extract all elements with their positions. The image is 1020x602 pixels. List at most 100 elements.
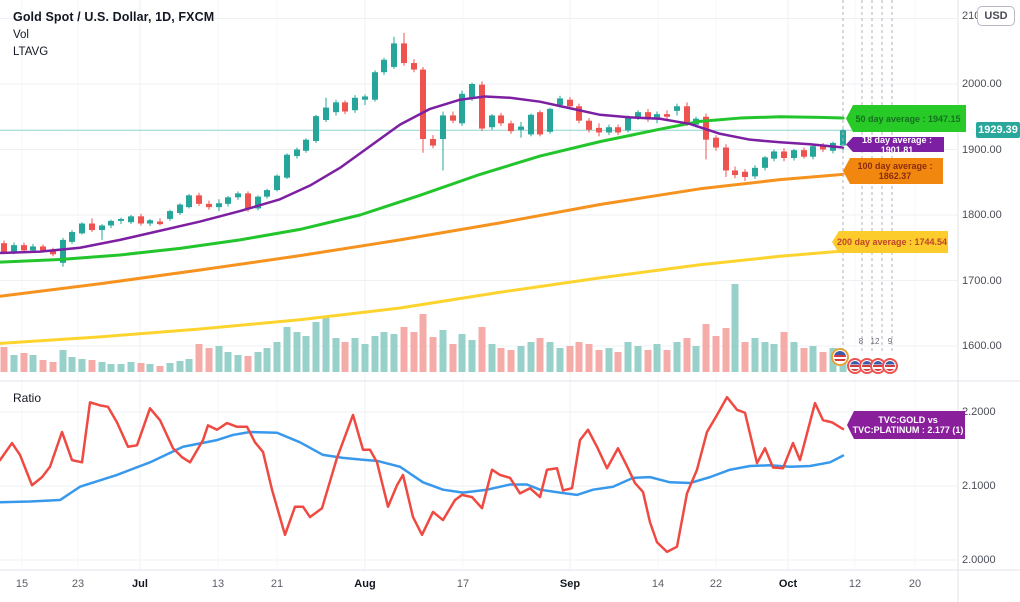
candle-body <box>723 147 729 171</box>
candle-body <box>625 117 631 131</box>
volume-bar <box>68 357 76 372</box>
volume-bar <box>566 346 574 372</box>
legend: Gold Spot / U.S. Dollar, 1D, FXCM Vol LT… <box>13 10 214 58</box>
candle-body <box>294 149 300 157</box>
us-flag-icon <box>873 361 883 371</box>
candle-body <box>401 43 407 64</box>
ma-line-18 <box>0 95 845 255</box>
time-tick-label: 23 <box>71 578 85 590</box>
volume-bar <box>614 352 622 372</box>
candle-body <box>79 223 85 234</box>
candle-body <box>157 221 163 225</box>
candle-body <box>752 167 758 177</box>
candle-body <box>586 120 592 130</box>
candle-body <box>762 157 768 168</box>
time-tick-label: 20 <box>908 578 922 590</box>
volume-bar <box>156 366 164 372</box>
volume-bar <box>166 363 174 372</box>
volume-bar <box>624 342 632 372</box>
volume-bar <box>371 336 379 372</box>
candle-body <box>284 154 290 178</box>
price-tick-label: 2000.00 <box>962 78 1002 90</box>
volume-bar <box>107 364 115 372</box>
event-count-label: 8 <box>858 337 864 346</box>
volume-bar <box>127 362 135 372</box>
volume-bar <box>751 338 759 372</box>
volume-bar <box>702 324 710 372</box>
volume-bar <box>29 355 37 372</box>
volume-bar <box>439 330 447 372</box>
candle-body <box>313 116 319 141</box>
price-tick-label: 1700.00 <box>962 274 1002 287</box>
candle-body <box>177 204 183 214</box>
volume-bar <box>263 348 271 372</box>
event-count-label: 12 <box>870 337 880 346</box>
candle-body <box>459 93 465 124</box>
candle-body <box>381 59 387 73</box>
candle-body <box>820 146 826 150</box>
volume-bar <box>653 344 661 372</box>
candle-body <box>11 245 17 253</box>
volume-bar <box>351 338 359 372</box>
candle-body <box>235 193 241 198</box>
time-tick-label: 21 <box>270 578 284 590</box>
volume-bar <box>302 336 310 372</box>
ma100-label: 100 day average : 1862.37 <box>843 158 943 184</box>
volume-bar <box>673 342 681 372</box>
volume-bar <box>322 317 330 372</box>
time-tick-label: Aug <box>354 578 376 590</box>
candle-body <box>216 203 222 208</box>
time-tick-label: 13 <box>211 578 225 590</box>
time-tick-label: 14 <box>651 578 665 590</box>
ratio-pane-title[interactable]: Ratio <box>13 391 42 405</box>
volume-bar <box>527 342 535 372</box>
candle-body <box>342 102 348 112</box>
candle-body <box>840 130 846 146</box>
price-tick-label: 1800.00 <box>962 209 1002 221</box>
candle-body <box>138 216 144 224</box>
volume-bar <box>458 334 466 372</box>
candle-body <box>489 115 495 128</box>
candle-body <box>606 127 612 133</box>
candle-body <box>333 102 339 113</box>
currency-unit-button[interactable]: USD <box>977 6 1015 26</box>
candle-body <box>352 97 358 111</box>
event-flag-icon[interactable] <box>882 358 898 374</box>
candle-body <box>255 196 261 209</box>
candle-body <box>128 216 134 223</box>
candle-body <box>801 150 807 157</box>
candle-body <box>303 139 309 151</box>
volume-bar <box>59 350 67 372</box>
volume-bar <box>449 344 457 372</box>
event-flag-icon[interactable] <box>831 348 849 366</box>
legend-item-vol[interactable]: Vol <box>13 29 29 41</box>
candle-body <box>108 220 114 226</box>
volume-bar <box>332 338 340 372</box>
time-tick-label: 15 <box>15 578 29 590</box>
last-price-label: 1929.39 <box>976 122 1020 138</box>
volume-bar <box>254 352 262 372</box>
volume-bar <box>98 362 106 372</box>
volume-bar <box>517 346 525 372</box>
symbol-title[interactable]: Gold Spot / U.S. Dollar, 1D, FXCM <box>13 10 215 24</box>
volume-bar <box>575 342 583 372</box>
candle-body <box>791 150 797 159</box>
price-tick-label: 1900.00 <box>962 143 1002 156</box>
time-tick-label: Oct <box>778 578 798 590</box>
candle-body <box>567 99 573 107</box>
volume-bar <box>20 353 28 372</box>
candle-body <box>713 137 719 148</box>
price-tick-label: 1600.00 <box>962 340 1002 352</box>
volume-bar <box>800 348 808 372</box>
volume-bar <box>244 356 252 372</box>
candle-body <box>420 69 426 140</box>
candle-body <box>118 218 124 221</box>
candle-body <box>664 114 670 117</box>
candle-body <box>537 112 543 135</box>
candle-body <box>60 239 66 263</box>
candle-body <box>50 250 56 255</box>
candle-body <box>450 115 456 121</box>
candle-body <box>732 170 738 176</box>
legend-item-ltavg[interactable]: LTAVG <box>13 46 49 58</box>
